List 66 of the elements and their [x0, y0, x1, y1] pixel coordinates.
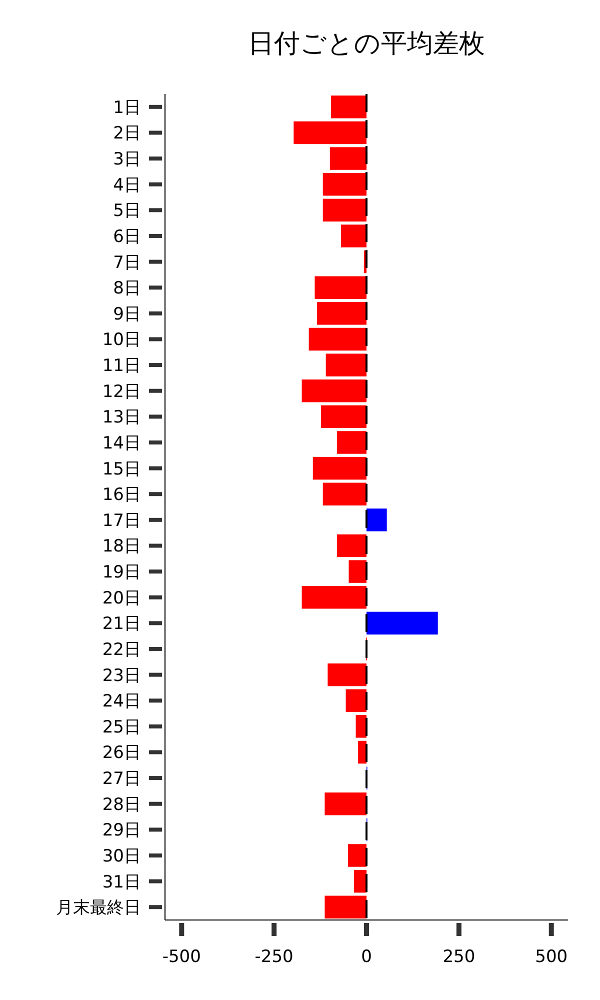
y-tick-label: 25日	[102, 717, 141, 738]
x-tick-label: 500	[535, 947, 568, 967]
y-tick-label: 19日	[102, 562, 141, 583]
y-tick-label: 10日	[102, 330, 141, 350]
y-tick-label: 13日	[102, 408, 141, 428]
bar	[331, 96, 366, 118]
y-tick-label: 21日	[102, 614, 141, 634]
y-tick-label: 15日	[102, 459, 141, 480]
bar	[302, 586, 366, 609]
bar	[308, 328, 366, 351]
y-tick-label: 6日	[113, 226, 141, 247]
y-tick-label: 22日	[102, 640, 141, 660]
bar	[321, 405, 366, 428]
bar	[326, 354, 366, 376]
bar	[302, 379, 366, 402]
y-tick-label: 2日	[113, 124, 141, 144]
bar	[356, 715, 366, 738]
bar	[330, 147, 366, 170]
bar	[322, 482, 366, 506]
x-tick-label: -250	[254, 947, 294, 967]
y-tick-label: 3日	[113, 150, 141, 170]
bar	[312, 456, 366, 480]
y-tick-label: 1日	[113, 98, 141, 118]
y-tick-label: 14日	[102, 433, 141, 454]
bar	[346, 689, 366, 712]
bar	[294, 121, 366, 144]
bar	[322, 198, 366, 222]
y-tick-label: 月末最終日	[56, 898, 141, 918]
bar	[336, 431, 366, 454]
y-tick-label: 31日	[102, 872, 141, 892]
y-tick-label: 18日	[102, 536, 141, 557]
y-tick-label: 9日	[113, 304, 141, 324]
bar	[328, 663, 366, 686]
bar	[348, 560, 366, 583]
bar	[314, 276, 366, 299]
x-tick-label: 250	[442, 947, 476, 967]
y-tick-label: 23日	[102, 666, 141, 686]
bar	[340, 224, 366, 248]
bar	[324, 792, 366, 816]
y-tick-label: 17日	[102, 510, 141, 531]
bar	[336, 534, 366, 558]
x-tick-label: -500	[162, 947, 201, 967]
x-tick-label: 0	[361, 947, 372, 967]
y-tick-label: 8日	[113, 278, 141, 299]
chart-title: 日付ごとの平均差枚	[248, 29, 485, 59]
y-tick-label: 24日	[102, 692, 141, 712]
y-tick-label: 29日	[102, 820, 141, 841]
bar	[366, 612, 438, 635]
y-tick-label: 7日	[113, 252, 141, 273]
bar	[366, 508, 387, 532]
bar	[348, 844, 366, 867]
y-tick-label: 16日	[102, 485, 141, 506]
bar	[322, 172, 366, 196]
bar	[354, 870, 366, 893]
y-tick-label: 30日	[102, 846, 141, 866]
y-tick-label: 11日	[102, 356, 141, 376]
y-tick-label: 4日	[113, 175, 141, 196]
bar	[316, 302, 366, 325]
y-tick-label: 26日	[102, 743, 141, 764]
bar	[324, 896, 366, 918]
y-tick-label: 20日	[102, 588, 141, 608]
y-tick-label: 28日	[102, 794, 141, 815]
y-tick-label: 5日	[113, 201, 141, 222]
y-tick-label: 27日	[102, 769, 141, 790]
y-tick-label: 12日	[102, 382, 141, 402]
bar	[358, 740, 366, 764]
